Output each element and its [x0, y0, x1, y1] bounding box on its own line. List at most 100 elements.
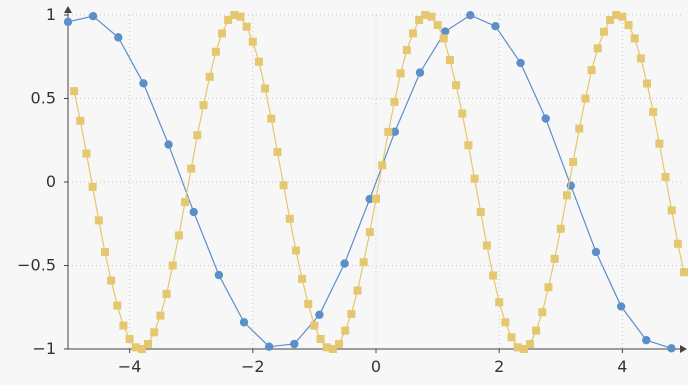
- data-point-circle: [390, 127, 400, 136]
- data-point-square: [150, 328, 159, 337]
- data-point-square: [316, 334, 325, 343]
- data-point-circle: [365, 194, 374, 204]
- data-point-square: [587, 66, 596, 75]
- data-point-square: [162, 289, 171, 298]
- data-point-circle: [315, 310, 324, 319]
- data-point-square: [433, 21, 442, 30]
- data-point-square: [174, 231, 183, 240]
- data-point-square: [353, 286, 362, 295]
- data-point-square: [661, 172, 670, 181]
- data-point-square: [310, 321, 319, 330]
- data-point-square: [76, 116, 85, 125]
- data-point-square: [673, 239, 682, 248]
- data-point-square: [649, 107, 658, 116]
- x-tick-label: −2: [241, 357, 265, 376]
- data-point-square: [507, 333, 516, 342]
- data-point-square: [267, 114, 276, 123]
- data-point-circle: [491, 21, 500, 31]
- data-point-square: [550, 254, 559, 263]
- data-point-square: [445, 56, 454, 65]
- data-point-square: [137, 345, 146, 353]
- x-tick-label: −4: [118, 357, 142, 376]
- data-point-square: [322, 343, 331, 352]
- data-point-square: [341, 326, 350, 335]
- data-point-circle: [114, 33, 123, 42]
- data-point-square: [384, 127, 393, 136]
- data-point-square: [680, 268, 688, 277]
- data-point-square: [636, 54, 645, 63]
- data-point-square: [470, 174, 479, 183]
- data-point-square: [328, 345, 337, 353]
- y-tick-label: 1: [46, 5, 56, 24]
- data-point-square: [562, 191, 571, 200]
- data-point-circle: [415, 68, 425, 77]
- data-point-circle: [290, 339, 299, 349]
- data-point-square: [304, 299, 313, 308]
- y-tick-label: 0.5: [31, 89, 56, 108]
- data-point-square: [482, 241, 491, 250]
- data-point-square: [248, 37, 257, 46]
- data-point-square: [538, 308, 547, 317]
- data-point-square: [285, 214, 294, 223]
- data-point-square: [427, 12, 436, 21]
- data-point-square: [100, 248, 109, 257]
- data-point-circle: [340, 259, 349, 268]
- data-point-circle: [642, 335, 651, 345]
- data-point-circle: [541, 114, 550, 123]
- data-point-square: [513, 343, 522, 352]
- data-point-square: [612, 11, 621, 19]
- series-1: [63, 10, 676, 353]
- data-point-square: [532, 326, 541, 335]
- data-point-square: [464, 141, 473, 150]
- y-axis-arrow: [64, 6, 72, 13]
- data-point-square: [335, 339, 344, 348]
- data-point-square: [254, 57, 263, 66]
- data-point-square: [593, 44, 602, 53]
- data-point-square: [452, 81, 461, 90]
- data-point-square: [205, 72, 214, 81]
- data-point-square: [489, 271, 498, 280]
- data-point-square: [193, 131, 202, 140]
- data-point-square: [655, 139, 664, 148]
- data-point-square: [113, 301, 122, 310]
- tick-label-layer: −4 −2 0 2 4 −1 −0.5 0 0.5 1: [17, 5, 627, 376]
- data-point-square: [119, 321, 128, 330]
- data-point-square: [94, 216, 103, 225]
- data-point-square: [575, 124, 584, 133]
- data-point-circle: [139, 79, 148, 88]
- y-tick-label: 0: [46, 172, 56, 191]
- data-point-square: [125, 334, 134, 343]
- data-point-square: [218, 29, 226, 38]
- data-point-square: [279, 181, 288, 190]
- data-point-square: [618, 12, 627, 21]
- data-point-square: [144, 339, 153, 348]
- data-point-circle: [591, 247, 601, 257]
- data-point-square: [107, 276, 116, 285]
- data-point-square: [402, 46, 411, 55]
- data-point-square: [224, 16, 233, 25]
- data-point-square: [408, 29, 417, 38]
- data-point-square: [365, 228, 374, 237]
- data-point-square: [372, 194, 380, 203]
- data-point-square: [199, 101, 208, 110]
- data-point-square: [359, 258, 368, 267]
- data-point-square: [606, 16, 615, 25]
- data-point-circle: [466, 10, 475, 20]
- data-point-circle: [214, 270, 224, 280]
- data-point-square: [131, 343, 140, 352]
- data-point-square: [630, 34, 639, 43]
- data-point-circle: [616, 302, 626, 311]
- data-point-square: [569, 157, 578, 166]
- data-point-square: [261, 84, 270, 93]
- data-point-square: [236, 12, 245, 21]
- data-point-square: [390, 97, 399, 106]
- series-line: [73, 14, 685, 350]
- data-point-circle: [667, 344, 676, 353]
- x-tick-label: 4: [617, 357, 627, 376]
- y-tick-label: −1: [32, 339, 56, 358]
- data-point-square: [70, 87, 79, 96]
- data-point-circle: [63, 17, 73, 27]
- data-point-square: [156, 311, 165, 320]
